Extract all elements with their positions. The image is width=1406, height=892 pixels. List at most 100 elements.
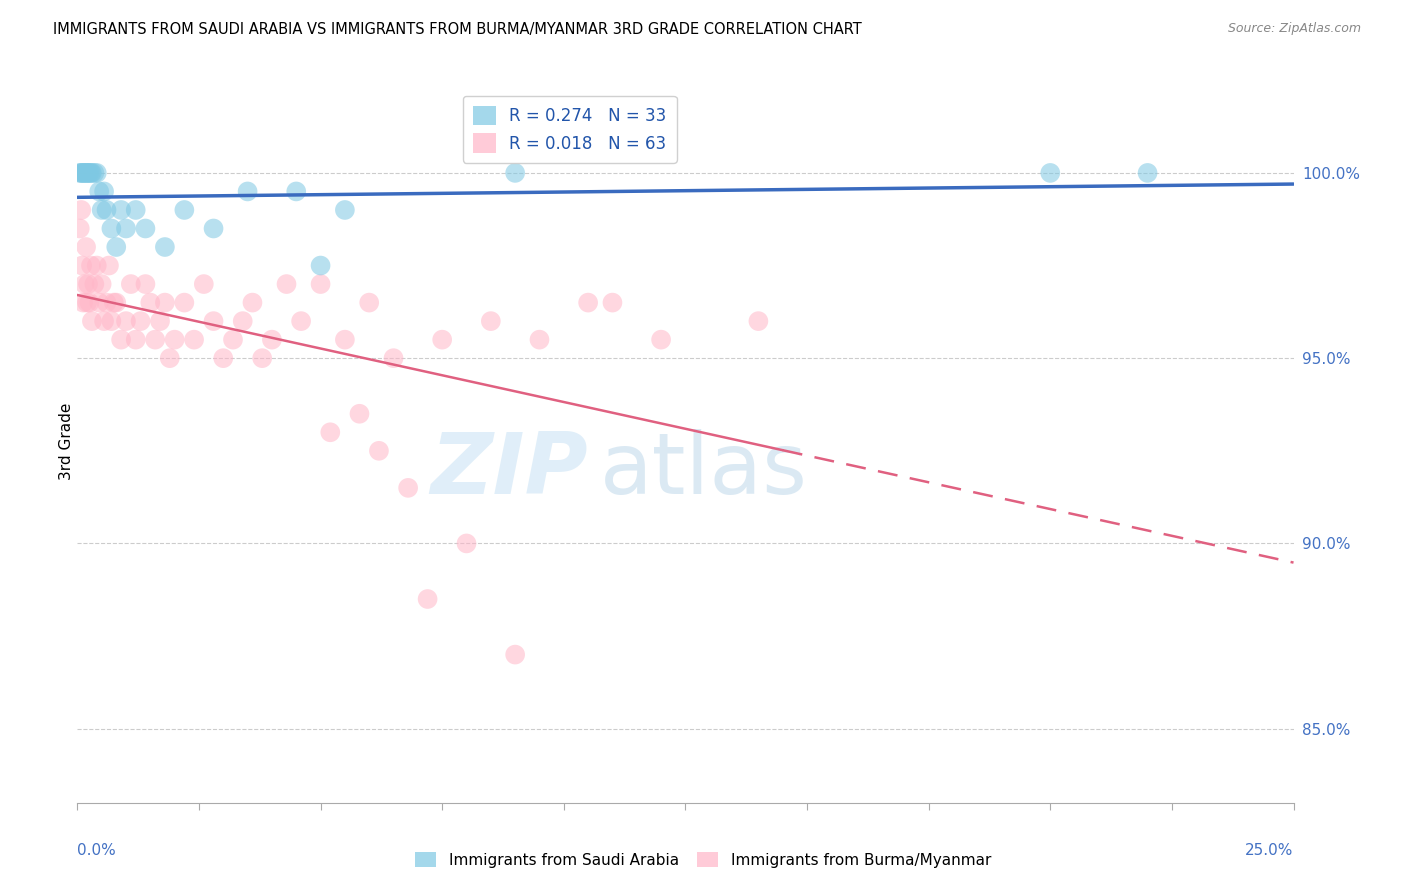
Point	[333, 202, 356, 217]
Point	[173, 202, 195, 217]
Point	[83, 277, 105, 291]
Point	[77, 166, 100, 180]
Point	[242, 295, 264, 310]
Point	[129, 314, 152, 328]
Point	[576, 295, 599, 310]
Point	[93, 185, 115, 199]
Point	[115, 221, 138, 235]
Point	[80, 166, 103, 180]
Point	[73, 166, 96, 180]
Point	[173, 295, 195, 310]
Point	[125, 202, 148, 217]
Point	[100, 221, 122, 235]
Point	[333, 333, 356, 347]
Point	[110, 202, 132, 217]
Point	[80, 259, 103, 273]
Point	[75, 240, 97, 254]
Point	[93, 314, 115, 328]
Point	[139, 295, 162, 310]
Point	[79, 166, 101, 180]
Point	[86, 166, 108, 180]
Point	[416, 592, 439, 607]
Point	[69, 166, 91, 180]
Text: atlas: atlas	[600, 429, 808, 512]
Point	[1136, 166, 1159, 180]
Point	[73, 277, 96, 291]
Point	[212, 351, 235, 366]
Point	[72, 295, 94, 310]
Y-axis label: 3rd Grade: 3rd Grade	[59, 403, 73, 480]
Point	[250, 351, 273, 366]
Point	[503, 648, 526, 662]
Point	[430, 333, 453, 347]
Point	[90, 202, 112, 217]
Point	[309, 259, 332, 273]
Point	[90, 277, 112, 291]
Point	[83, 166, 105, 180]
Legend: Immigrants from Saudi Arabia, Immigrants from Burma/Myanmar: Immigrants from Saudi Arabia, Immigrants…	[409, 846, 997, 873]
Point	[202, 314, 225, 328]
Point	[134, 277, 156, 291]
Point	[69, 221, 91, 235]
Point	[479, 314, 502, 328]
Point	[349, 407, 371, 421]
Point	[650, 333, 672, 347]
Point	[76, 166, 98, 180]
Point	[153, 295, 176, 310]
Point	[96, 202, 118, 217]
Point	[75, 166, 97, 180]
Point	[120, 277, 142, 291]
Point	[70, 259, 93, 273]
Point	[163, 333, 186, 347]
Point	[80, 314, 103, 328]
Point	[1039, 166, 1062, 180]
Point	[236, 185, 259, 199]
Point	[80, 166, 103, 180]
Point	[222, 333, 245, 347]
Point	[125, 333, 148, 347]
Point	[202, 221, 225, 235]
Point	[97, 259, 120, 273]
Point	[183, 333, 205, 347]
Point	[159, 351, 181, 366]
Point	[110, 333, 132, 347]
Point	[86, 259, 108, 273]
Point	[232, 314, 254, 328]
Point	[368, 443, 391, 458]
Point	[153, 240, 176, 254]
Legend: R = 0.274   N = 33, R = 0.018   N = 63: R = 0.274 N = 33, R = 0.018 N = 63	[463, 95, 676, 162]
Point	[319, 425, 342, 440]
Point	[396, 481, 419, 495]
Point	[747, 314, 769, 328]
Point	[96, 295, 118, 310]
Text: 0.0%: 0.0%	[77, 843, 117, 857]
Point	[134, 221, 156, 235]
Point	[276, 277, 298, 291]
Text: ZIP: ZIP	[430, 429, 588, 512]
Point	[602, 295, 624, 310]
Point	[89, 185, 111, 199]
Text: 25.0%: 25.0%	[1246, 843, 1294, 857]
Point	[260, 333, 283, 347]
Point	[529, 333, 551, 347]
Point	[105, 240, 128, 254]
Point	[359, 295, 381, 310]
Point	[193, 277, 215, 291]
Point	[105, 295, 128, 310]
Point	[77, 277, 100, 291]
Point	[456, 536, 478, 550]
Point	[100, 314, 122, 328]
Point	[103, 295, 125, 310]
Text: Source: ZipAtlas.com: Source: ZipAtlas.com	[1227, 22, 1361, 36]
Point	[382, 351, 405, 366]
Point	[503, 166, 526, 180]
Text: IMMIGRANTS FROM SAUDI ARABIA VS IMMIGRANTS FROM BURMA/MYANMAR 3RD GRADE CORRELAT: IMMIGRANTS FROM SAUDI ARABIA VS IMMIGRAN…	[53, 22, 862, 37]
Point	[285, 185, 308, 199]
Point	[309, 277, 332, 291]
Point	[79, 295, 101, 310]
Point	[70, 166, 93, 180]
Point	[143, 333, 166, 347]
Point	[70, 202, 93, 217]
Point	[70, 166, 93, 180]
Point	[149, 314, 172, 328]
